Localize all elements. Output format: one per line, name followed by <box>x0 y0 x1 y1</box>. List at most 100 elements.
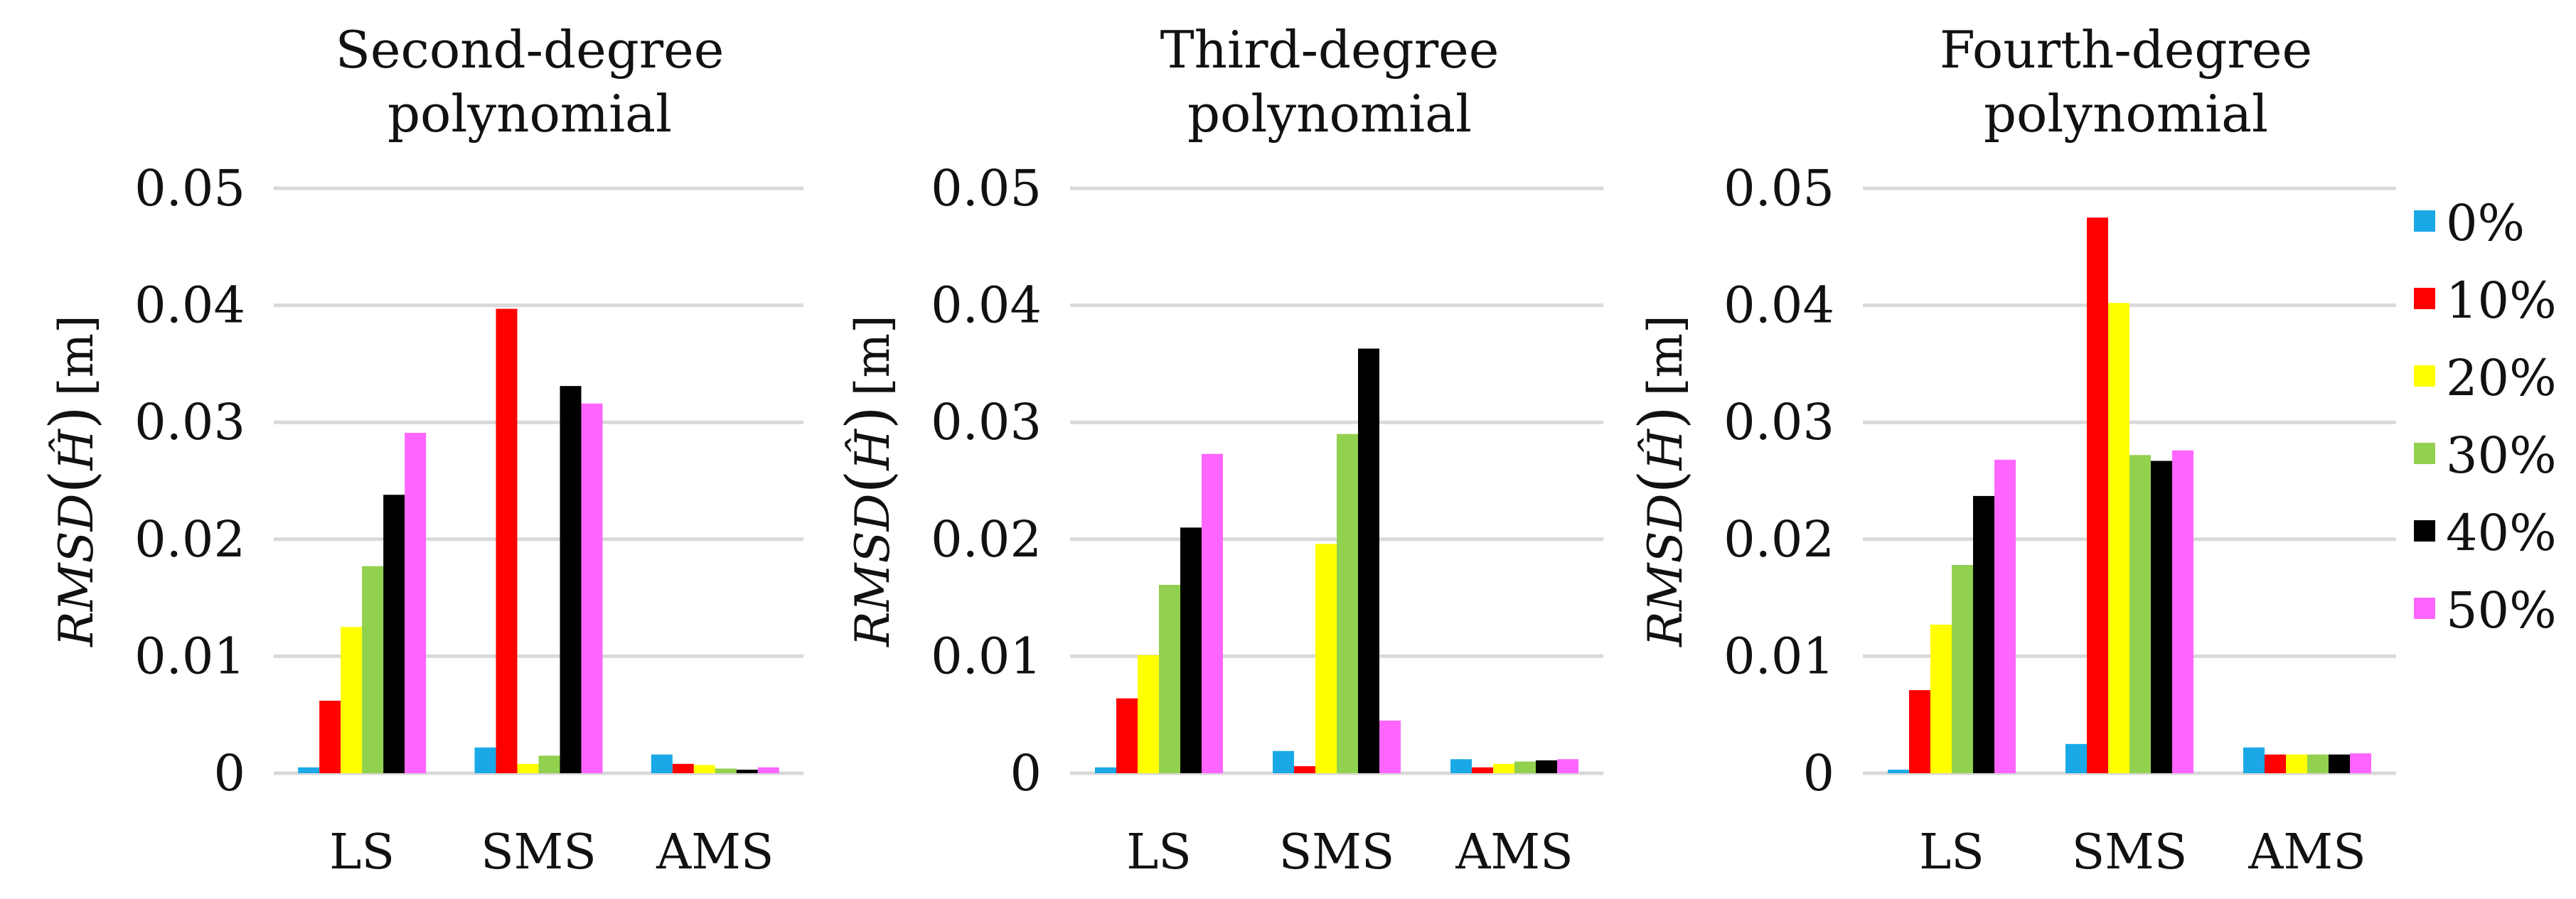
y-axis-label-unit: [m] <box>845 315 900 396</box>
bar-ls-40pct <box>1973 495 1994 773</box>
bar-ls-40pct <box>383 495 405 773</box>
y-axis-label: RMSD(Ĥ) [m] <box>37 315 107 647</box>
chart-title-line: polynomial <box>388 84 672 144</box>
y-axis-label-paren: ( <box>1626 470 1696 494</box>
bar-ams-30pct <box>1514 761 1536 773</box>
bar-ls-50pct <box>1202 453 1223 773</box>
bar-sms-50pct <box>1379 720 1401 773</box>
bar-ams-50pct <box>1557 759 1578 773</box>
bar-sms-40pct <box>2151 461 2172 773</box>
y-axis-label-paren: ) <box>833 406 903 429</box>
y-tick-label: 0.02 <box>931 510 1042 569</box>
bar-ams-10pct <box>2265 754 2286 773</box>
y-tick-label: 0.01 <box>931 627 1042 685</box>
bar-sms-20pct <box>517 763 539 773</box>
x-tick-label: LS <box>329 824 395 881</box>
y-axis-label-inner: Ĥ <box>1638 429 1693 471</box>
chart-title-line: polynomial <box>1187 84 1472 144</box>
bar-ams-20pct <box>693 765 715 773</box>
y-tick-label: 0.03 <box>1723 393 1834 451</box>
x-tick-label: SMS <box>1279 824 1395 881</box>
bar-sms-30pct <box>2129 455 2151 773</box>
y-tick-label: 0.02 <box>134 510 245 569</box>
bar-ams-10pct <box>1472 767 1493 773</box>
bar-ams-0pct <box>1450 759 1472 773</box>
bar-ams-30pct <box>2307 754 2329 773</box>
legend: 0% 10% 20% 30% 40% 50% <box>2414 194 2557 640</box>
y-tick-label: 0.04 <box>134 276 245 335</box>
bar-sms-40pct <box>1358 348 1379 773</box>
bar-ams-30pct <box>715 768 737 773</box>
chart-title-line: Third-degree <box>1160 20 1500 80</box>
bar-sms-0pct <box>474 747 496 773</box>
bar-ls-0pct <box>1888 770 1909 773</box>
y-axis-label: RMSD(Ĥ) [m] <box>1626 315 1696 647</box>
bar-ams-0pct <box>2243 747 2265 773</box>
y-axis-label-main: RMSD <box>1638 493 1693 647</box>
y-axis-label-paren: ) <box>37 406 107 429</box>
y-tick-label: 0.04 <box>1723 276 1834 335</box>
bar-ls-10pct <box>1116 698 1138 773</box>
x-tick-label: AMS <box>1455 824 1573 881</box>
bar-ls-30pct <box>1952 565 1973 773</box>
bar-ams-40pct <box>2329 754 2350 773</box>
bar-ams-50pct <box>757 767 779 773</box>
bar-ls-0pct <box>298 767 320 773</box>
bar-sms-30pct <box>538 755 560 773</box>
bar-ls-20pct <box>1138 655 1159 773</box>
bar-sms-10pct <box>496 308 518 774</box>
y-axis-label-inner: Ĥ <box>845 429 900 471</box>
bar-ams-20pct <box>2286 754 2307 773</box>
legend-swatch <box>2414 598 2435 619</box>
bar-ls-30pct <box>362 566 384 773</box>
bar-ams-0pct <box>651 754 673 773</box>
legend-label: 40% <box>2446 504 2557 562</box>
bar-sms-30pct <box>1337 434 1358 773</box>
bar-ams-40pct <box>1536 760 1557 773</box>
bar-sms-20pct <box>2108 303 2129 774</box>
bar-sms-40pct <box>560 386 582 773</box>
y-axis-label-paren: ) <box>1626 406 1696 429</box>
legend-label: 10% <box>2446 271 2557 330</box>
y-tick-label: 0.04 <box>931 276 1042 335</box>
bar-sms-0pct <box>2065 743 2087 773</box>
y-tick-label: 0.03 <box>931 393 1042 451</box>
y-axis-label-paren: ( <box>37 470 107 494</box>
x-tick-label: LS <box>1919 824 1984 881</box>
bar-ams-10pct <box>672 763 694 773</box>
bar-sms-0pct <box>1273 750 1294 773</box>
legend-label: 20% <box>2446 349 2557 407</box>
legend-label: 0% <box>2446 194 2525 252</box>
y-tick-label: 0.01 <box>134 627 245 685</box>
bar-ls-10pct <box>1909 690 1930 773</box>
x-tick-label: SMS <box>481 824 597 881</box>
x-tick-label: LS <box>1126 824 1192 881</box>
bar-sms-10pct <box>1294 766 1315 773</box>
chart-title-line: polynomial <box>1984 84 2268 144</box>
bar-ls-20pct <box>341 627 363 773</box>
bar-sms-50pct <box>2172 450 2193 773</box>
bar-sms-20pct <box>1315 544 1337 773</box>
legend-label: 50% <box>2446 581 2557 640</box>
y-tick-label: 0.05 <box>134 159 245 217</box>
y-tick-label: 0.02 <box>1723 510 1834 569</box>
y-axis-label-paren: ( <box>833 470 903 494</box>
bar-ls-40pct <box>1180 527 1202 773</box>
y-axis-label-main: RMSD <box>845 493 900 647</box>
y-axis-label-inner: Ĥ <box>49 429 104 471</box>
x-tick-label: AMS <box>656 824 774 881</box>
legend-label: 30% <box>2446 426 2557 485</box>
y-tick-label: 0.03 <box>134 393 245 451</box>
chart-title-line: Fourth-degree <box>1940 20 2312 80</box>
bar-ls-20pct <box>1930 624 1952 773</box>
y-axis-label: RMSD(Ĥ) [m] <box>833 315 903 647</box>
bar-ams-20pct <box>1493 763 1514 773</box>
y-tick-label: 0 <box>1802 744 1834 802</box>
bar-ls-50pct <box>405 433 427 773</box>
y-axis-label-unit: [m] <box>49 315 104 396</box>
legend-swatch <box>2414 520 2435 542</box>
